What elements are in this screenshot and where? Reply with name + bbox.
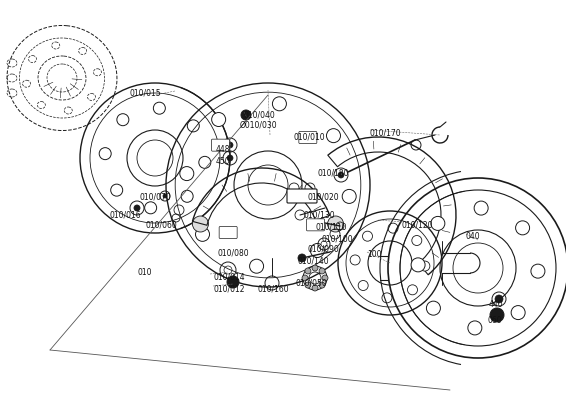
Circle shape (227, 142, 233, 148)
Circle shape (163, 194, 167, 198)
Circle shape (321, 241, 327, 247)
Circle shape (272, 97, 286, 111)
FancyBboxPatch shape (212, 139, 229, 151)
Text: 060: 060 (488, 316, 503, 325)
Text: 010/070: 010/070 (140, 193, 171, 202)
Circle shape (411, 258, 425, 272)
FancyBboxPatch shape (287, 189, 317, 203)
Circle shape (319, 282, 325, 288)
Circle shape (468, 321, 482, 335)
Circle shape (305, 268, 311, 274)
Text: 010/060: 010/060 (145, 220, 177, 229)
Circle shape (382, 293, 392, 303)
Circle shape (250, 259, 264, 273)
Circle shape (338, 172, 344, 178)
Text: 010/080: 010/080 (218, 248, 250, 257)
Circle shape (328, 216, 344, 232)
Text: 010/020: 010/020 (308, 192, 340, 201)
Circle shape (310, 244, 324, 258)
Circle shape (227, 155, 233, 161)
FancyBboxPatch shape (307, 219, 324, 231)
Circle shape (412, 236, 422, 246)
Circle shape (420, 261, 430, 271)
Circle shape (195, 227, 209, 241)
Text: 100: 100 (367, 250, 381, 259)
Text: 040: 040 (466, 232, 481, 241)
Circle shape (358, 280, 368, 290)
Circle shape (342, 190, 356, 204)
Circle shape (322, 275, 328, 281)
Circle shape (362, 231, 372, 241)
FancyBboxPatch shape (299, 132, 317, 144)
Circle shape (388, 223, 398, 233)
Text: 010: 010 (138, 268, 152, 277)
Circle shape (327, 129, 341, 143)
Text: 450: 450 (216, 157, 230, 166)
Text: 010/100: 010/100 (322, 234, 354, 243)
Text: Ø010/030: Ø010/030 (240, 120, 278, 129)
Circle shape (426, 301, 440, 315)
Circle shape (241, 110, 251, 120)
Circle shape (319, 268, 325, 274)
Circle shape (350, 255, 360, 265)
Circle shape (531, 264, 545, 278)
Circle shape (134, 205, 140, 211)
Circle shape (511, 306, 525, 320)
Circle shape (408, 285, 418, 295)
Text: 010/120: 010/120 (402, 220, 434, 229)
Text: 010/014: 010/014 (213, 272, 245, 281)
Text: 010/040: 010/040 (244, 110, 276, 119)
Text: 010/015: 010/015 (130, 88, 162, 97)
Text: 010/016: 010/016 (109, 210, 140, 219)
Circle shape (474, 201, 488, 215)
Circle shape (490, 308, 504, 322)
Text: 010/130: 010/130 (303, 210, 335, 219)
Text: 440: 440 (489, 300, 504, 309)
Text: 010/012: 010/012 (213, 284, 245, 293)
Circle shape (516, 221, 530, 235)
Text: 010/170: 010/170 (370, 128, 402, 137)
Text: 448: 448 (216, 145, 230, 154)
Text: 010/050: 010/050 (296, 278, 328, 287)
Circle shape (298, 254, 306, 262)
Text: 010/090: 010/090 (308, 244, 340, 253)
Circle shape (180, 166, 194, 180)
Circle shape (305, 282, 311, 288)
Text: 010/160: 010/160 (257, 285, 289, 294)
Text: 010/180: 010/180 (318, 168, 349, 177)
FancyBboxPatch shape (219, 226, 237, 238)
Text: 010/110: 010/110 (315, 223, 346, 232)
Circle shape (495, 295, 503, 303)
Circle shape (312, 285, 318, 291)
Circle shape (431, 216, 445, 230)
Circle shape (212, 112, 226, 126)
Text: 010/010: 010/010 (293, 133, 325, 142)
Circle shape (312, 265, 318, 271)
Circle shape (227, 276, 239, 288)
Circle shape (192, 216, 208, 232)
Text: 010/140: 010/140 (298, 257, 329, 266)
Circle shape (302, 275, 308, 281)
